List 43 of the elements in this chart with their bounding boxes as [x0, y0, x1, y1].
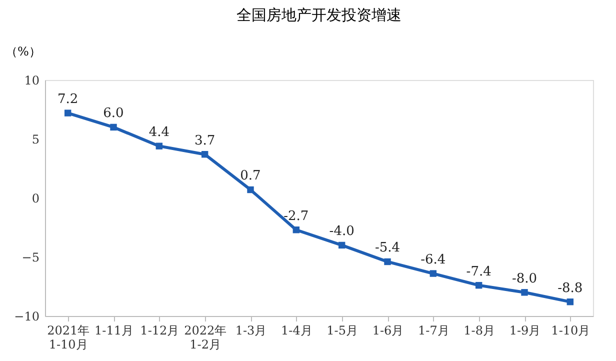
- point: [64, 110, 72, 116]
- point: [338, 242, 346, 249]
- point: [201, 150, 208, 158]
- x-tick-label: 1-8月: [464, 324, 495, 338]
- y-tick-label: −5: [22, 250, 40, 264]
- data-label: 4.4: [148, 125, 170, 140]
- x-tick-label: 1-3月: [235, 324, 267, 338]
- point: [110, 124, 117, 131]
- point: [566, 298, 574, 306]
- point: [475, 282, 482, 289]
- x-tick-label: 1-9月: [509, 324, 541, 338]
- data-label: -7.4: [466, 264, 492, 280]
- data-label: 6.0: [103, 106, 124, 122]
- data-label: -2.7: [284, 208, 309, 224]
- data-label: -6.4: [420, 252, 446, 268]
- x-tick-label: 2021年 1-10月: [47, 324, 90, 352]
- y-tick-label: 10: [24, 74, 40, 88]
- point: [521, 289, 528, 296]
- data-label: 0.7: [240, 168, 261, 184]
- point: [156, 142, 163, 150]
- data-label: -8.8: [558, 280, 583, 296]
- data-label: 7.2: [57, 92, 78, 108]
- point: [292, 226, 300, 234]
- x-tick-label: 1-5月: [326, 324, 358, 338]
- point: [247, 186, 254, 194]
- data-label: -5.4: [374, 240, 400, 256]
- y-tick-label: 0: [32, 192, 40, 206]
- data-label: 3.7: [194, 133, 216, 148]
- x-tick-label: 1-10月: [551, 324, 590, 338]
- x-tick-label: 1-6月: [372, 324, 404, 338]
- x-tick-label: 1-7月: [418, 324, 450, 338]
- y-axis-title: （%）: [6, 44, 41, 58]
- x-tick-label: 2022年 1-2月: [184, 324, 227, 352]
- data-label: -8.0: [512, 271, 538, 286]
- point: [384, 258, 391, 266]
- chart-title: 全国房地产开发投资增速: [236, 6, 402, 24]
- y-tick-label: −10: [14, 310, 40, 324]
- data-label: -4.0: [329, 224, 354, 240]
- x-tick-label: 1-11月: [94, 324, 134, 338]
- y-tick-label: 5: [32, 132, 40, 146]
- x-tick-label: 1-4月: [281, 324, 312, 338]
- x-tick-label: 1-12月: [140, 324, 180, 338]
- point: [430, 270, 437, 277]
